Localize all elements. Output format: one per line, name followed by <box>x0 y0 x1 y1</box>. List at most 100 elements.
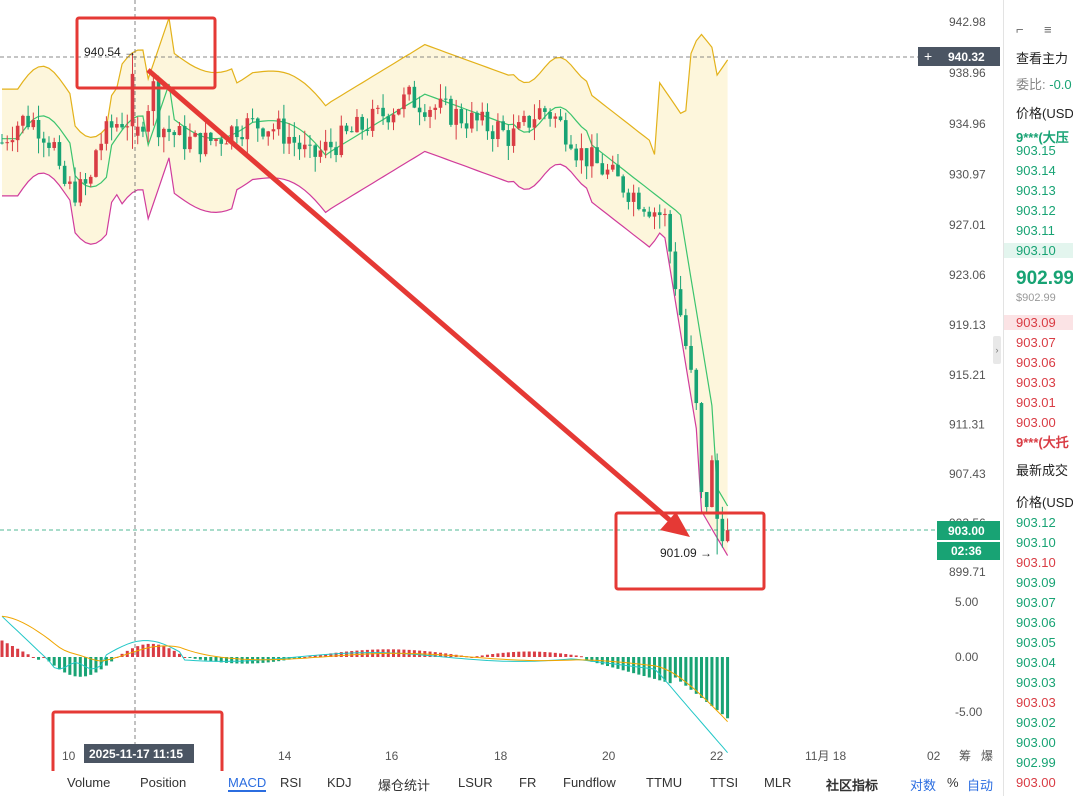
layout-icon[interactable]: ⌐ <box>1016 22 1024 37</box>
trade-price-row[interactable]: 903.00 <box>1016 775 1056 790</box>
candle <box>339 115 344 158</box>
candle-body <box>156 81 161 138</box>
trade-price-row[interactable]: 903.02 <box>1016 715 1056 730</box>
macd-histogram-bar <box>611 657 615 668</box>
macd-histogram-bar <box>183 657 187 658</box>
candle-body <box>276 118 281 130</box>
macd-histogram-bar <box>720 657 724 715</box>
macd-histogram-bar <box>710 657 714 707</box>
tab-position[interactable]: Position <box>140 775 187 790</box>
tab-kdj[interactable]: KDJ <box>327 775 352 790</box>
trade-price-row[interactable]: 903.04 <box>1016 655 1056 670</box>
ratio-value: -0.0 <box>1049 77 1072 92</box>
trade-price-row[interactable]: 903.05 <box>1016 635 1056 650</box>
trades-title[interactable]: 最新成交 <box>1016 463 1069 478</box>
chart-canvas[interactable]: 942.98 938.96 934.96 930.97 927.01 923.06 919.… <box>0 0 1000 786</box>
candle-body <box>699 403 704 493</box>
ask-price-row[interactable]: 903.10 <box>1004 243 1073 258</box>
tool-community[interactable]: 社区指标 <box>826 778 879 793</box>
ask-price-row[interactable]: 903.15 <box>1016 143 1056 158</box>
bid-price-row[interactable]: 903.00 <box>1016 415 1056 430</box>
macd-histogram-bar <box>31 657 35 658</box>
tab-mlr[interactable]: MLR <box>764 775 792 790</box>
macd-histogram-bar <box>673 657 677 678</box>
ask-price-row[interactable]: 903.13 <box>1016 183 1056 198</box>
macd-histogram-bar <box>496 653 500 657</box>
macd-histogram-bar <box>167 648 171 657</box>
tool-compare[interactable]: 对数 <box>910 778 937 793</box>
candle <box>193 130 197 138</box>
trade-price-row[interactable]: 903.10 <box>1016 535 1056 550</box>
trade-price-row[interactable]: 903.06 <box>1016 615 1056 630</box>
trade-price-row[interactable]: 903.12 <box>1016 515 1056 530</box>
tab-ttsi[interactable]: TTSI <box>710 775 739 790</box>
bid-price-row[interactable]: 903.09 <box>1004 315 1073 330</box>
candle <box>302 130 307 158</box>
current-price: 903.00 <box>948 524 985 538</box>
macd-histogram-bar <box>0 640 4 657</box>
ask-price-row[interactable]: 903.11 <box>1016 223 1055 238</box>
trade-price-row[interactable]: 903.07 <box>1016 595 1056 610</box>
bid-price-row[interactable]: 903.03 <box>1016 375 1056 390</box>
candle <box>172 130 177 148</box>
bid-price-row[interactable]: 903.06 <box>1016 355 1056 370</box>
candle-body <box>313 145 317 157</box>
trade-price-row[interactable]: 903.10 <box>1016 555 1056 570</box>
bid-price-row[interactable]: 903.07 <box>1016 335 1056 350</box>
candle <box>162 127 166 153</box>
tool-percent[interactable]: % <box>947 775 959 790</box>
bid-big-order: 9***(大托 <box>1016 435 1069 450</box>
candle <box>229 125 234 150</box>
price-axis-label: 907.43 <box>949 467 986 481</box>
macd-histogram-bar <box>141 644 145 657</box>
time-axis-label: 14 <box>278 749 292 763</box>
tab-rsi[interactable]: RSI <box>280 775 302 790</box>
tab-macd[interactable]: MACD <box>228 775 267 792</box>
tab-fundflow[interactable]: Fundflow <box>563 775 616 790</box>
tab-volume[interactable]: Volume <box>67 775 111 790</box>
candle-body <box>355 116 359 133</box>
bid-price-row[interactable]: 903.01 <box>1016 395 1056 410</box>
macd-histogram-bar <box>37 657 41 660</box>
list-icon[interactable]: ≡ <box>1044 22 1052 37</box>
candle-body <box>104 121 109 144</box>
trade-price-row[interactable]: 903.00 <box>1016 735 1056 750</box>
candle-body <box>433 107 438 110</box>
tab-fr[interactable]: FR <box>519 775 537 790</box>
trade-price-row[interactable]: 903.03 <box>1016 695 1056 710</box>
mid-price-usd: $902.99 <box>1016 292 1056 304</box>
tab-ttmu[interactable]: TTMU <box>646 775 683 790</box>
trade-price-row[interactable]: 903.03 <box>1016 675 1056 690</box>
tab-lsur[interactable]: LSUR <box>458 775 493 790</box>
candle <box>182 115 187 160</box>
candle <box>412 80 417 109</box>
candle-body <box>224 143 229 145</box>
candle <box>522 110 526 126</box>
ask-price-row[interactable]: 903.12 <box>1016 203 1056 218</box>
tool-auto[interactable]: 自动 <box>967 778 994 793</box>
candle-body <box>590 147 594 167</box>
macd-histogram-bar <box>485 654 489 657</box>
candle <box>621 174 625 198</box>
candle-body <box>558 116 563 121</box>
panel-collapse-handle[interactable]: › <box>993 336 1001 364</box>
trade-price-row[interactable]: 903.09 <box>1016 575 1056 590</box>
candlestick-chart[interactable]: 942.98 938.96 934.96 930.97 927.01 923.06 919.… <box>0 0 1000 796</box>
orderbook-title[interactable]: 查看主力 <box>1016 51 1069 66</box>
trade-price-row[interactable]: 902.99 <box>1016 755 1056 770</box>
candle <box>99 133 103 161</box>
chip-axis-icon: 筹 <box>959 749 971 763</box>
macd-histogram-bar <box>63 657 67 673</box>
macd-histogram-bar <box>68 657 72 675</box>
candle-body <box>167 128 171 133</box>
tab-爆仓统计[interactable]: 爆仓统计 <box>378 778 431 793</box>
candle-body <box>62 165 67 184</box>
candle <box>558 108 563 122</box>
candle <box>360 114 364 140</box>
price-axis-label: 911.31 <box>949 418 985 432</box>
candle-body <box>621 176 625 193</box>
ask-price-row[interactable]: 903.14 <box>1016 163 1056 178</box>
macd-histogram-bar <box>230 657 234 664</box>
candle-body <box>423 112 427 117</box>
candle <box>41 131 46 158</box>
